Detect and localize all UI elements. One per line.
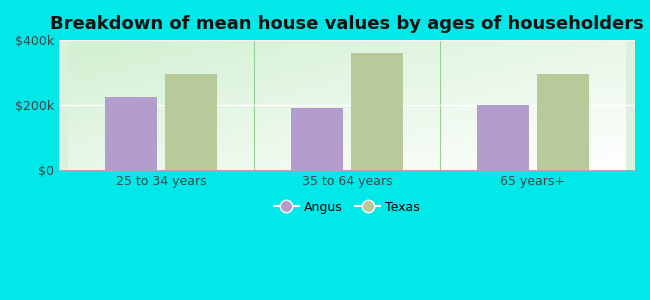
- Bar: [105, 97, 157, 170]
- Title: Breakdown of mean house values by ages of householders: Breakdown of mean house values by ages o…: [50, 15, 644, 33]
- Bar: [536, 74, 588, 170]
- Bar: [351, 53, 403, 170]
- Bar: [477, 105, 529, 170]
- Bar: [291, 108, 343, 170]
- Bar: [165, 74, 217, 170]
- Legend: Angus, Texas: Angus, Texas: [269, 196, 425, 219]
